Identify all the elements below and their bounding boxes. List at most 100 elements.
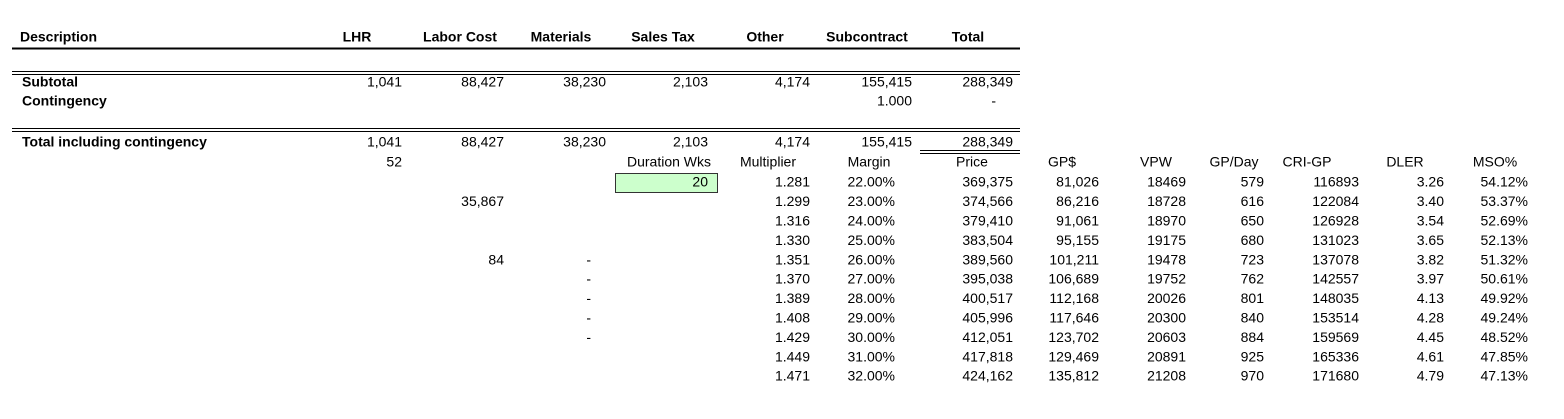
cell-value: 1.351 [775,251,810,267]
cell-value: 970 [1241,368,1265,384]
cell-value: 374,566 [962,193,1013,209]
row-label: Total including contingency [22,134,207,150]
cell-value: 53.37% [1481,193,1528,209]
cell-value: 1.330 [775,232,810,248]
cell-value: 35,867 [461,193,504,209]
column-header: Margin [848,154,891,170]
cell-value: - [586,329,591,345]
cell-value: 3.82 [1417,251,1444,267]
cell-value: - [586,290,591,306]
column-header: VPW [1140,154,1173,170]
cell-value: - [586,310,591,326]
cell-value: 801 [1241,290,1265,306]
cell-value: - [991,93,996,109]
cell-value: 106,689 [1048,271,1099,287]
cell-value: 3.65 [1417,232,1444,248]
cell-value: 31.00% [848,348,895,364]
cell-value: 29.00% [848,310,895,326]
cell-value: 148035 [1312,290,1359,306]
cell-value: 383,504 [962,232,1013,248]
row-label: Subtotal [22,74,78,90]
column-header: CRI-GP [1283,154,1332,170]
cell-value: 52.69% [1481,213,1528,229]
cell-value: 23.00% [848,193,895,209]
cell-value: 579 [1241,174,1265,190]
cell-value: 288,349 [962,74,1013,90]
column-header: Multiplier [740,154,796,170]
row-label: Contingency [22,93,107,109]
cell-value: 28.00% [848,290,895,306]
cell-value: 153514 [1312,310,1359,326]
column-header: MSO% [1473,154,1517,170]
cell-value: 1.000 [877,93,912,109]
cell-value: 1.471 [775,368,810,384]
cell-value: 95,155 [1056,232,1099,248]
cell-value: 27.00% [848,271,895,287]
cells: Description LHR Labor Cost Materials Sales T… [20,29,1528,384]
column-header: GP$ [1048,154,1076,170]
cell-value: 20603 [1147,329,1186,345]
cell-value: 47.85% [1481,348,1528,364]
cell-value: 22.00% [848,174,895,190]
cell-value: 117,646 [1049,310,1099,326]
cell-value: 91,061 [1056,213,1099,229]
cell-value: 723 [1241,251,1265,267]
cell-value: 424,162 [962,368,1013,384]
cell-value: - [586,271,591,287]
cell-value: 417,818 [962,348,1013,364]
cell-value: 650 [1241,213,1265,229]
cell-value: 86,216 [1056,193,1099,209]
cell-value: 405,996 [962,310,1013,326]
cell-value: 3.26 [1417,174,1444,190]
cell-value: 3.54 [1417,213,1444,229]
cell-value: 395,038 [962,271,1013,287]
cell-value: 88,427 [461,74,504,90]
cell-value: 142557 [1312,271,1359,287]
cell-value: 129,469 [1048,348,1099,364]
cell-value: 38,230 [563,134,606,150]
cell-value: 159569 [1312,329,1359,345]
cell-value: - [586,251,591,267]
cell-value: 50.61% [1481,271,1528,287]
cell-value: 52.13% [1481,232,1528,248]
input-value: 20 [692,174,708,190]
cell-value: 32.00% [848,368,895,384]
cell-value: 84 [488,251,504,267]
cell-value: 2,103 [673,134,708,150]
cell-value: 52 [386,154,402,170]
cell-value: 4.13 [1417,290,1444,306]
cell-value: 616 [1241,193,1265,209]
cell-value: 38,230 [563,74,606,90]
cell-value: 122084 [1312,193,1359,209]
column-header: Sales Tax [631,29,695,45]
cell-value: 369,375 [962,174,1013,190]
cell-value: 25.00% [848,232,895,248]
cell-value: 171680 [1312,368,1359,384]
column-header: Duration Wks [627,154,711,170]
cell-value: 1.449 [775,348,810,364]
cell-value: 1.408 [775,310,810,326]
cell-value: 135,812 [1048,368,1099,384]
cell-value: 1.316 [775,213,810,229]
cell-value: 19175 [1147,232,1186,248]
cell-value: 762 [1241,271,1265,287]
column-header: DLER [1386,154,1423,170]
cell-value: 26.00% [848,251,895,267]
cell-value: 18469 [1147,174,1186,190]
cell-value: 19478 [1147,251,1186,267]
cell-value: 165336 [1312,348,1359,364]
cell-value: 49.24% [1481,310,1528,326]
cell-value: 126928 [1312,213,1359,229]
column-header: Labor Cost [423,29,497,45]
cell-value: 2,103 [673,74,708,90]
cell-value: 20026 [1147,290,1186,306]
input-cell[interactable] [615,173,718,193]
cell-value: 4,174 [775,74,810,90]
cell-value: 30.00% [848,329,895,345]
column-header: GP/Day [1209,154,1258,170]
cell-value: 19752 [1147,271,1186,287]
cell-value: 1.429 [775,329,810,345]
cell-value: 1,041 [367,74,402,90]
cell-value: 925 [1241,348,1265,364]
